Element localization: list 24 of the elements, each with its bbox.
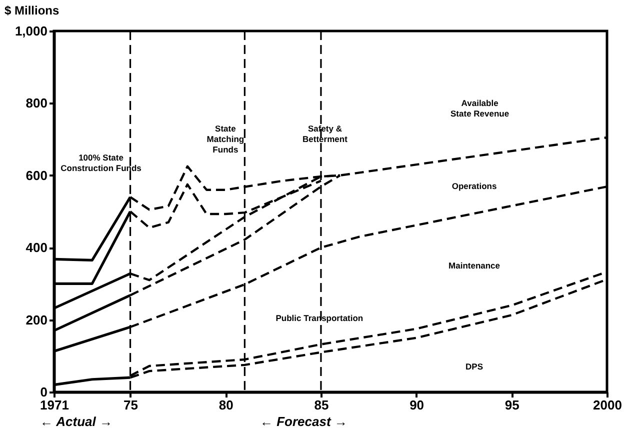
annotation: 100% State Construction Funds bbox=[60, 152, 142, 173]
x-tick-label: 90 bbox=[410, 398, 424, 412]
annotation: DPS bbox=[466, 362, 484, 372]
y-axis-title: $ Millions bbox=[4, 4, 60, 18]
annotation: Safety & Betterment bbox=[302, 123, 348, 144]
x-tick-label: 75 bbox=[124, 398, 138, 412]
annotation: State Matching Funds bbox=[206, 123, 244, 154]
x-tick-label: 85 bbox=[314, 398, 329, 412]
x-tick-label: 80 bbox=[218, 398, 234, 412]
y-tick-label: 200 bbox=[26, 312, 48, 328]
x-tick-label: 95 bbox=[504, 398, 520, 412]
y-tick-label: 0 bbox=[40, 384, 48, 400]
y-tick-label: 600 bbox=[26, 168, 48, 183]
y-tick-label: 800 bbox=[26, 96, 48, 111]
text: ← Forecast → bbox=[260, 414, 348, 429]
annotation: Operations bbox=[452, 181, 497, 192]
annotation: Maintenance bbox=[448, 260, 500, 271]
y-tick-label: 400 bbox=[26, 240, 48, 256]
x-tick-label: 1971 bbox=[40, 398, 69, 412]
text: ← Actual → bbox=[40, 414, 112, 429]
y-tick-label: 1,000 bbox=[14, 24, 48, 38]
annotation: Public Transportation bbox=[276, 312, 364, 323]
annotation: Available State Revenue bbox=[450, 98, 510, 119]
x-tick-label: 2000 bbox=[593, 398, 622, 412]
